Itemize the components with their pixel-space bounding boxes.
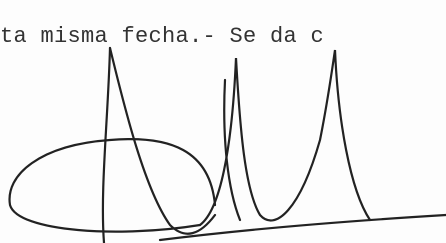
- signature: [0, 0, 446, 243]
- document-page: ta misma fecha.- Se da c: [0, 0, 446, 243]
